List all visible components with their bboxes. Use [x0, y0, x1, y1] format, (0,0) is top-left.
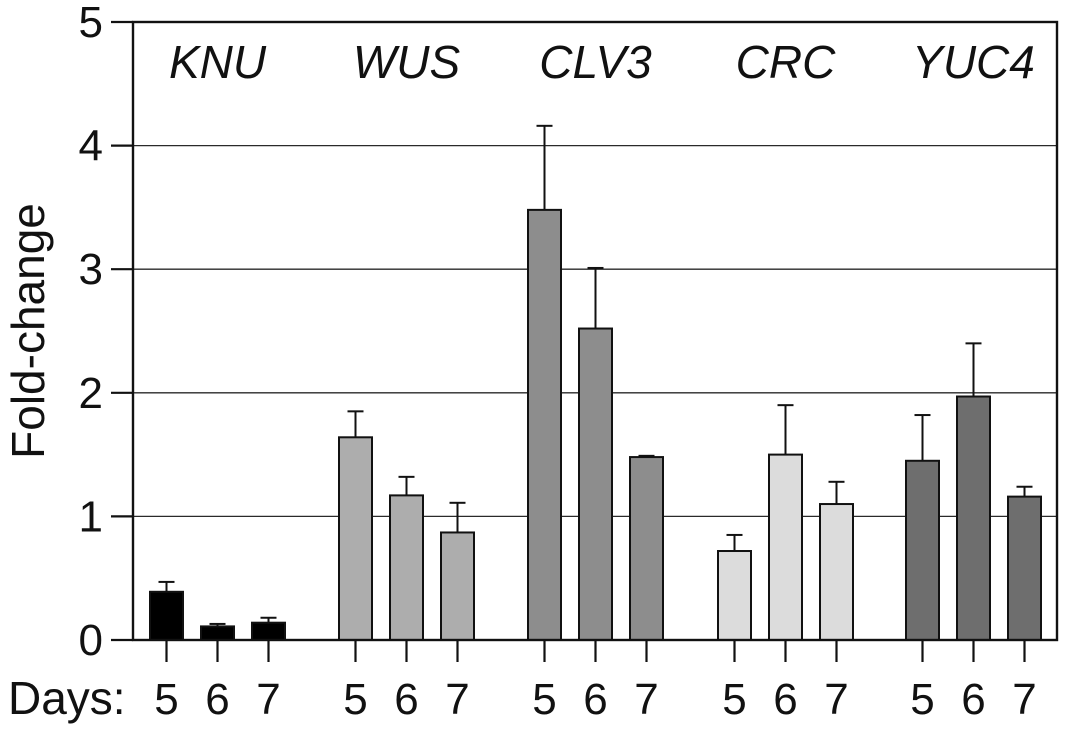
x-axis-label: Days:	[8, 672, 126, 724]
y-tick-label: 5	[79, 0, 103, 47]
day-label: 6	[205, 675, 229, 724]
day-label: 5	[343, 675, 367, 724]
gene-label-YUC4: YUC4	[912, 36, 1035, 88]
gene-label-CRC: CRC	[736, 36, 836, 88]
gene-label-KNU: KNU	[169, 36, 267, 88]
y-tick-label: 2	[79, 369, 103, 418]
bar-CRC-day-5	[717, 550, 752, 641]
bar-WUS-day-7	[440, 531, 475, 642]
day-label: 7	[256, 675, 280, 724]
y-axis-title: Fold-change	[2, 203, 54, 459]
bar-KNU-day-6	[200, 625, 235, 641]
day-label: 6	[773, 675, 797, 724]
day-label: 7	[634, 675, 658, 724]
bar-YUC4-day-6	[956, 395, 991, 641]
gene-label-CLV3: CLV3	[539, 36, 652, 88]
bar-KNU-day-5	[149, 590, 184, 642]
bar-KNU-day-7	[251, 621, 286, 641]
bar-CLV3-day-5	[527, 208, 562, 641]
bar-YUC4-day-7	[1007, 495, 1042, 641]
day-label: 5	[154, 675, 178, 724]
day-label: 5	[532, 675, 556, 724]
y-tick-label: 1	[79, 492, 103, 541]
day-label: 5	[910, 675, 934, 724]
y-tick-label: 4	[79, 122, 103, 171]
y-tick-label: 3	[79, 245, 103, 294]
bar-CRC-day-7	[819, 503, 854, 642]
plot-frame	[131, 20, 1059, 642]
day-label: 7	[824, 675, 848, 724]
day-label: 6	[394, 675, 418, 724]
bar-WUS-day-6	[389, 494, 424, 641]
day-label: 7	[1012, 675, 1036, 724]
day-label: 5	[722, 675, 746, 724]
day-label: 6	[583, 675, 607, 724]
bar-CLV3-day-7	[629, 456, 664, 641]
bars-layer	[149, 124, 1042, 642]
gene-label-WUS: WUS	[353, 36, 461, 88]
bar-CRC-day-6	[768, 453, 803, 641]
day-label: 6	[961, 675, 985, 724]
bar-YUC4-day-5	[905, 459, 940, 641]
day-label: 7	[445, 675, 469, 724]
bar-CLV3-day-6	[578, 327, 613, 641]
bar-WUS-day-5	[338, 436, 373, 641]
y-tick-label: 0	[79, 616, 103, 665]
frame-layer	[111, 20, 1059, 662]
